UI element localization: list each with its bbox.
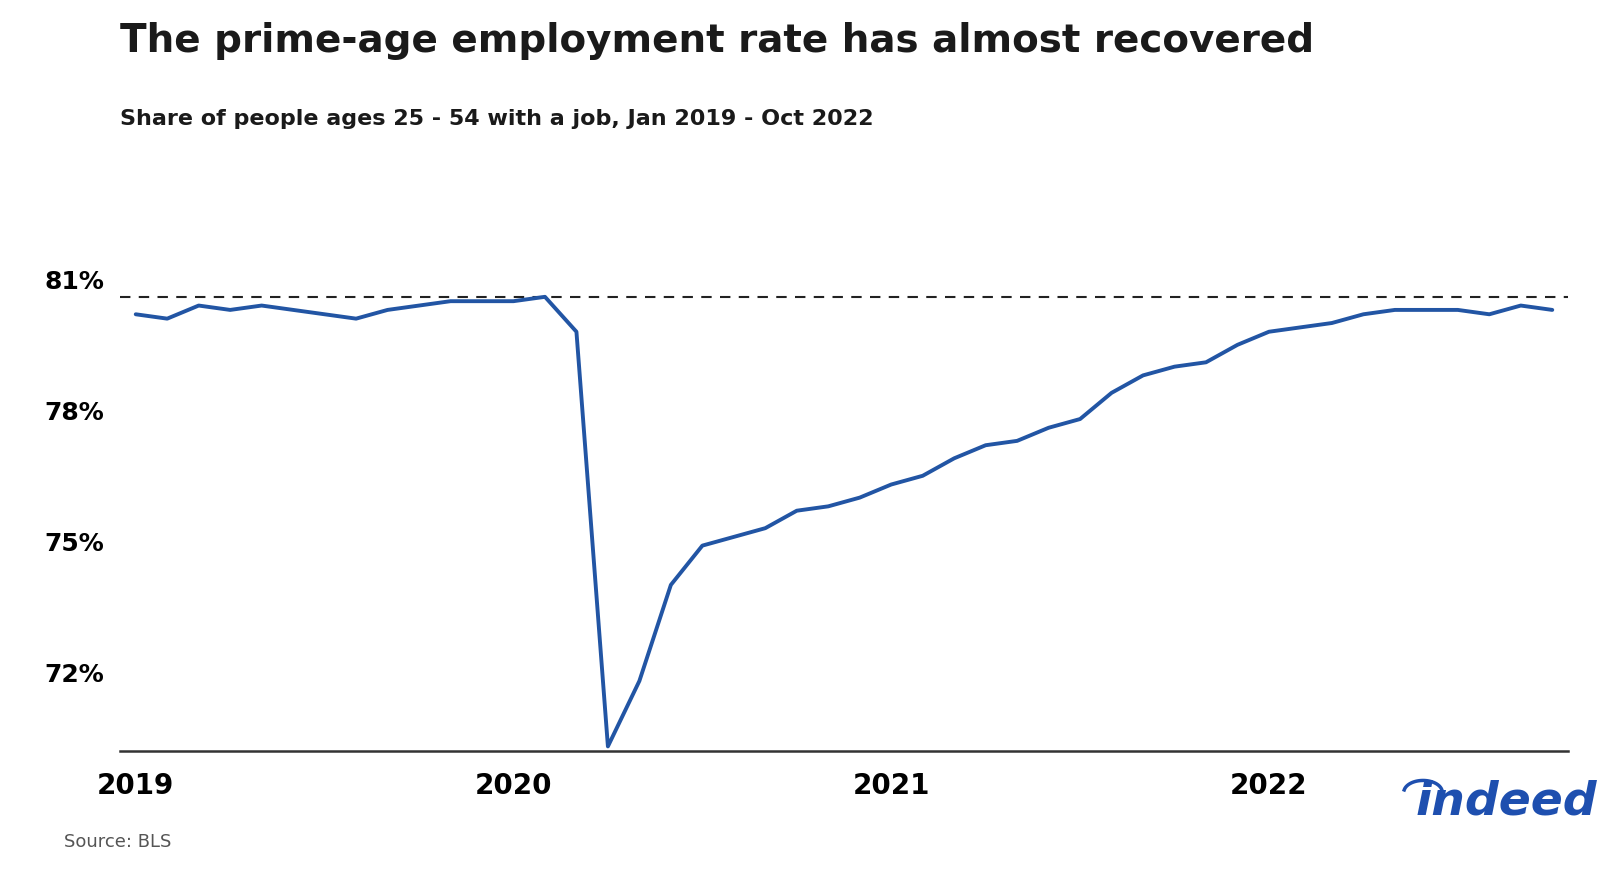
Text: Source: BLS: Source: BLS (64, 833, 171, 851)
Text: indeed: indeed (1416, 780, 1598, 825)
Text: The prime-age employment rate has almost recovered: The prime-age employment rate has almost… (120, 22, 1314, 60)
Text: Share of people ages 25 - 54 with a job, Jan 2019 - Oct 2022: Share of people ages 25 - 54 with a job,… (120, 109, 874, 129)
